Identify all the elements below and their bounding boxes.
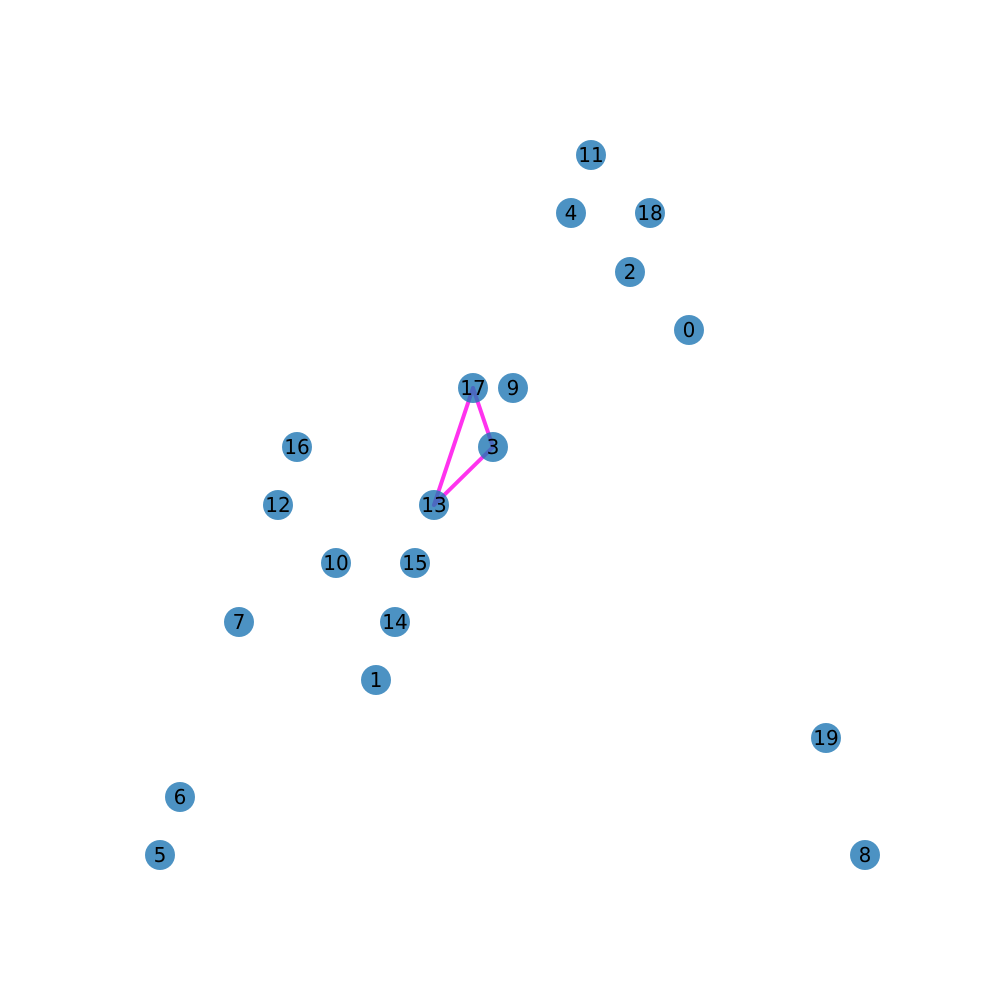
node-circle [674,315,704,345]
node-13: 13 [419,490,449,520]
node-circle [419,490,449,520]
node-circle [850,840,880,870]
node-circle [380,607,410,637]
node-label: 5 [154,843,167,867]
node-10: 10 [321,548,351,578]
node-circle [478,432,508,462]
node-12: 12 [263,490,293,520]
node-label: 11 [578,143,603,167]
node-11: 11 [576,140,606,170]
node-label: 3 [487,435,500,459]
node-17: 17 [458,373,488,403]
node-label: 16 [284,435,309,459]
node-circle [224,607,254,637]
node-circle [811,723,841,753]
node-circle [458,373,488,403]
node-circle [165,782,195,812]
node-16: 16 [282,432,312,462]
node-7: 7 [224,607,254,637]
node-18: 18 [635,198,665,228]
node-3: 3 [478,432,508,462]
node-circle [145,840,175,870]
node-9: 9 [498,373,528,403]
node-label: 4 [565,201,578,225]
node-8: 8 [850,840,880,870]
node-circle [615,257,645,287]
node-label: 1 [370,668,383,692]
node-label: 0 [683,318,696,342]
node-label: 15 [402,551,427,575]
node-circle [576,140,606,170]
node-6: 6 [165,782,195,812]
node-circle [498,373,528,403]
node-label: 10 [323,551,348,575]
node-5: 5 [145,840,175,870]
node-label: 14 [382,610,407,634]
edge-17-13 [432,386,475,507]
node-circle [361,665,391,695]
node-label: 12 [265,493,290,517]
node-circle [263,490,293,520]
node-label: 17 [460,376,485,400]
node-label: 8 [859,843,872,867]
node-label: 6 [174,785,187,809]
node-circle [282,432,312,462]
node-circle [321,548,351,578]
node-1: 1 [361,665,391,695]
node-0: 0 [674,315,704,345]
node-19: 19 [811,723,841,753]
node-15: 15 [400,548,430,578]
node-label: 2 [624,260,637,284]
node-circle [400,548,430,578]
node-14: 14 [380,607,410,637]
node-circle [556,198,586,228]
node-label: 9 [507,376,520,400]
node-label: 18 [637,201,662,225]
node-2: 2 [615,257,645,287]
node-4: 4 [556,198,586,228]
node-label: 7 [233,610,246,634]
node-label: 19 [813,726,838,750]
node-label: 13 [421,493,446,517]
node-circle [635,198,665,228]
